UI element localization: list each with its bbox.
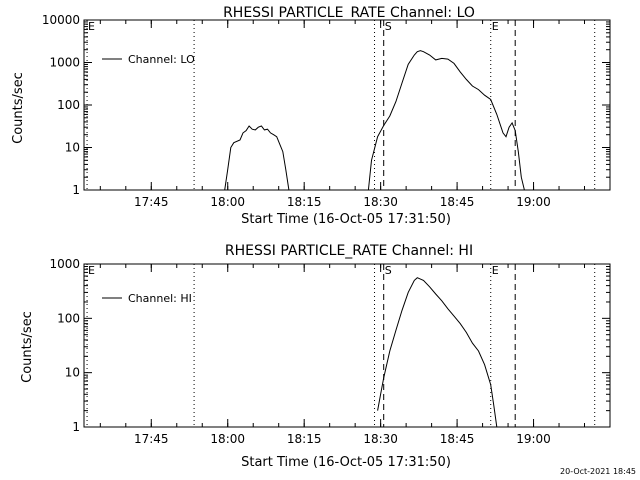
panel-hi-marker-label: E xyxy=(492,264,499,277)
panel-hi-marker-label: S xyxy=(385,264,392,277)
panel-hi-title: RHESSI PARTICLE_RATE Channel: HI xyxy=(225,243,473,259)
panel-lo-xlabel: Start Time (16-Oct-05 17:31:50) xyxy=(241,212,451,227)
panel-hi-legend-label: Channel: HI xyxy=(128,292,192,305)
panel-hi-series-line xyxy=(377,277,498,428)
panel-hi-ylabel: Counts/sec xyxy=(20,311,35,383)
panel-lo-legend-label: Channel: LO xyxy=(128,53,195,66)
panel-hi-xtick-label: 18:30 xyxy=(363,432,398,446)
panel-hi-ytick-label: 100 xyxy=(57,311,80,325)
panel-hi-xlabel: Start Time (16-Oct-05 17:31:50) xyxy=(241,455,451,470)
panel-lo-ytick-label: 100 xyxy=(57,98,80,112)
panel-lo-xtick-label: 17:45 xyxy=(134,195,169,209)
panel-hi-xtick-label: 18:45 xyxy=(440,432,475,446)
panel-lo-marker-label: E xyxy=(492,20,499,33)
panel-hi-xtick-label: 17:45 xyxy=(134,432,169,446)
panel-lo-ytick-label: 1 xyxy=(72,183,80,197)
panel-hi-ytick-label: 10 xyxy=(65,366,80,380)
panel-lo-ytick-label: 1000 xyxy=(49,56,80,70)
panel-hi-xtick-label: 19:00 xyxy=(516,432,551,446)
panel-lo-marker-label: E xyxy=(88,20,95,33)
panel-hi-frame xyxy=(83,263,611,428)
panel-lo-frame xyxy=(83,19,611,191)
panel-lo-xtick-label: 18:15 xyxy=(287,195,322,209)
panel-hi-marker-label: E xyxy=(88,264,95,277)
panel-hi: RHESSI PARTICLE_RATE Channel: HI Start T… xyxy=(20,243,611,470)
panel-lo-xtick-label: 18:30 xyxy=(363,195,398,209)
panel-lo-title: RHESSI PARTICLE_RATE Channel: LO xyxy=(223,5,475,21)
panel-lo-ytick-label: 10 xyxy=(65,141,80,155)
panel-hi-xtick-label: 18:00 xyxy=(210,432,245,446)
panel-lo-series-line xyxy=(224,125,290,191)
panel-lo-series-line xyxy=(367,50,525,191)
panel-hi-ytick-label: 1 xyxy=(72,420,80,434)
panel-hi-xtick-label: 18:15 xyxy=(287,432,322,446)
panel-lo-marker-label: S xyxy=(385,20,392,33)
panel-lo-ytick-label: 10000 xyxy=(42,13,80,27)
panel-hi-ytick-label: 1000 xyxy=(49,257,80,271)
timestamp: 20-Oct-2021 18:45 xyxy=(560,467,636,476)
panel-lo-ylabel: Counts/sec xyxy=(11,72,26,144)
panel-lo: RHESSI PARTICLE_RATE Channel: LO Start T… xyxy=(11,5,611,227)
panel-lo-xtick-label: 18:00 xyxy=(210,195,245,209)
panel-lo-xtick-label: 19:00 xyxy=(516,195,551,209)
panel-lo-xtick-label: 18:45 xyxy=(440,195,475,209)
